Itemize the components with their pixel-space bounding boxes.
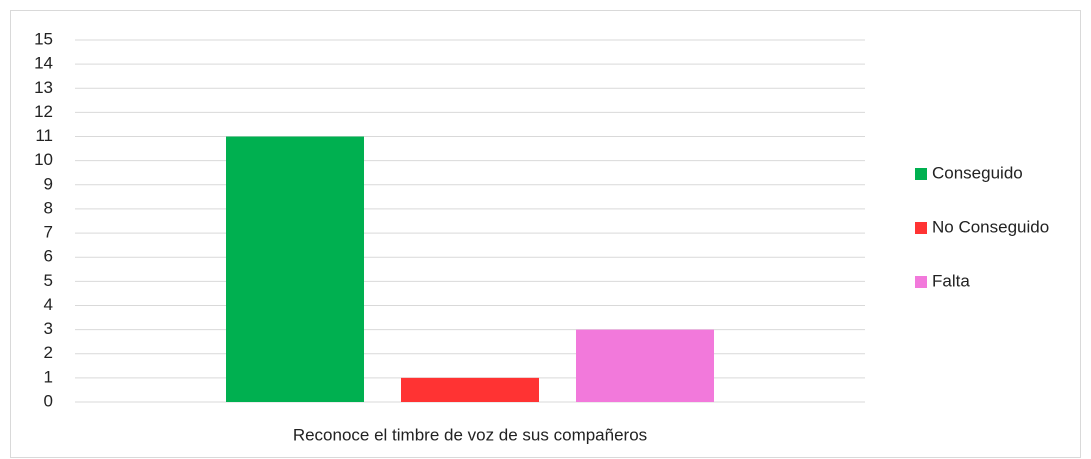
x-tick-label: Reconoce el timbre de voz de sus compañe… bbox=[293, 425, 647, 444]
y-tick-label: 6 bbox=[44, 247, 53, 266]
legend-swatch bbox=[915, 222, 927, 234]
y-tick-label: 3 bbox=[44, 319, 53, 338]
y-tick-label: 10 bbox=[34, 150, 53, 169]
y-tick-label: 12 bbox=[34, 102, 53, 121]
legend-label: No Conseguido bbox=[932, 217, 1049, 236]
bar bbox=[226, 136, 364, 403]
legend-swatch bbox=[915, 276, 927, 288]
y-tick-label: 1 bbox=[44, 367, 53, 386]
y-tick-label: 7 bbox=[44, 223, 53, 242]
y-tick-label: 4 bbox=[44, 295, 53, 314]
y-tick-label: 2 bbox=[44, 343, 53, 362]
legend-swatch bbox=[915, 168, 927, 180]
y-tick-label: 14 bbox=[34, 54, 53, 73]
y-tick-label: 11 bbox=[35, 126, 53, 145]
legend-label: Falta bbox=[932, 271, 970, 290]
legend-label: Conseguido bbox=[932, 163, 1023, 182]
y-tick-label: 8 bbox=[44, 198, 53, 217]
bar bbox=[576, 329, 714, 402]
y-tick-label: 5 bbox=[44, 271, 53, 290]
y-tick-label: 9 bbox=[44, 174, 53, 193]
chart-border bbox=[10, 10, 1081, 458]
bar bbox=[401, 377, 539, 402]
y-tick-label: 15 bbox=[34, 29, 53, 48]
y-tick-label: 13 bbox=[34, 78, 53, 97]
y-tick-label: 0 bbox=[44, 391, 53, 410]
